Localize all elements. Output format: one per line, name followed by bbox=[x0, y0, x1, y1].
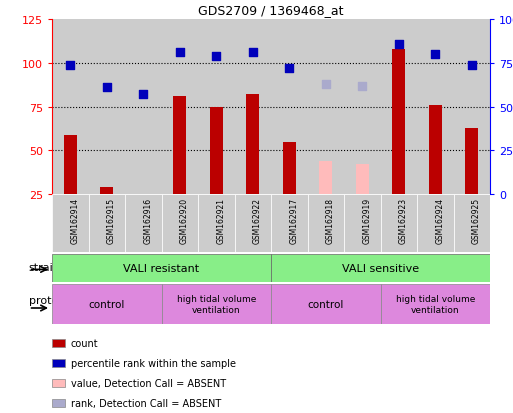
Bar bbox=[392, 50, 405, 195]
Bar bbox=[173, 97, 186, 195]
Bar bbox=[162, 284, 271, 324]
Bar bbox=[210, 107, 223, 195]
Bar bbox=[271, 195, 307, 252]
Point bbox=[103, 85, 111, 91]
Bar bbox=[307, 195, 344, 252]
Text: GSM162925: GSM162925 bbox=[472, 197, 481, 243]
Text: strain: strain bbox=[29, 262, 61, 272]
Bar bbox=[453, 195, 490, 252]
Bar bbox=[453, 20, 490, 195]
Bar bbox=[198, 20, 234, 195]
Bar bbox=[234, 195, 271, 252]
Text: VALI sensitive: VALI sensitive bbox=[342, 263, 419, 273]
Bar bbox=[234, 20, 271, 195]
Bar bbox=[344, 20, 381, 195]
Point bbox=[175, 50, 184, 57]
Text: GSM162924: GSM162924 bbox=[435, 197, 444, 243]
Bar bbox=[271, 254, 490, 282]
Bar bbox=[283, 142, 295, 195]
Bar bbox=[52, 399, 65, 407]
Text: high tidal volume
ventilation: high tidal volume ventilation bbox=[396, 294, 475, 314]
Bar bbox=[137, 195, 150, 198]
Bar bbox=[381, 284, 490, 324]
Text: GSM162922: GSM162922 bbox=[253, 197, 262, 243]
Bar bbox=[465, 128, 478, 195]
Bar bbox=[125, 195, 162, 252]
Bar bbox=[52, 284, 162, 324]
Bar bbox=[246, 95, 259, 195]
Title: GDS2709 / 1369468_at: GDS2709 / 1369468_at bbox=[198, 5, 344, 17]
Point bbox=[66, 62, 74, 69]
Text: control: control bbox=[89, 299, 125, 309]
Text: high tidal volume
ventilation: high tidal volume ventilation bbox=[176, 294, 256, 314]
Text: GSM162916: GSM162916 bbox=[143, 197, 152, 243]
Point bbox=[358, 83, 366, 90]
Text: GSM162923: GSM162923 bbox=[399, 197, 408, 243]
Text: control: control bbox=[308, 299, 344, 309]
Bar bbox=[52, 20, 89, 195]
Text: value, Detection Call = ABSENT: value, Detection Call = ABSENT bbox=[71, 378, 226, 388]
Point bbox=[431, 52, 439, 58]
Bar bbox=[52, 339, 65, 347]
Bar bbox=[89, 195, 125, 252]
Bar bbox=[381, 195, 417, 252]
Bar bbox=[271, 20, 307, 195]
Text: GSM162921: GSM162921 bbox=[216, 197, 225, 243]
Bar bbox=[356, 165, 369, 195]
Point bbox=[322, 81, 330, 88]
Text: count: count bbox=[71, 339, 98, 349]
Bar bbox=[52, 195, 89, 252]
Point bbox=[394, 41, 403, 47]
Point bbox=[468, 62, 476, 69]
Point bbox=[139, 92, 147, 98]
Text: protocol: protocol bbox=[29, 295, 74, 305]
Bar bbox=[381, 20, 417, 195]
Bar bbox=[344, 195, 381, 252]
Text: GSM162919: GSM162919 bbox=[362, 197, 371, 243]
Bar bbox=[429, 105, 442, 195]
Text: VALI resistant: VALI resistant bbox=[124, 263, 200, 273]
Text: rank, Detection Call = ABSENT: rank, Detection Call = ABSENT bbox=[71, 398, 221, 408]
Text: GSM162914: GSM162914 bbox=[70, 197, 79, 243]
Bar bbox=[52, 359, 65, 368]
Bar bbox=[52, 380, 65, 387]
Bar bbox=[198, 195, 234, 252]
Text: percentile rank within the sample: percentile rank within the sample bbox=[71, 358, 235, 368]
Bar bbox=[271, 284, 381, 324]
Text: GSM162915: GSM162915 bbox=[107, 197, 116, 243]
Point bbox=[285, 66, 293, 72]
Bar bbox=[101, 188, 113, 195]
Text: GSM162917: GSM162917 bbox=[289, 197, 298, 243]
Point bbox=[249, 50, 257, 57]
Point bbox=[212, 53, 221, 60]
Bar bbox=[125, 20, 162, 195]
Bar bbox=[64, 135, 76, 195]
Bar bbox=[320, 161, 332, 195]
Bar bbox=[307, 20, 344, 195]
Bar bbox=[162, 20, 198, 195]
Bar bbox=[417, 195, 453, 252]
Bar bbox=[52, 254, 271, 282]
Text: GSM162920: GSM162920 bbox=[180, 197, 189, 243]
Text: GSM162918: GSM162918 bbox=[326, 197, 335, 243]
Bar bbox=[162, 195, 198, 252]
Bar bbox=[417, 20, 453, 195]
Bar bbox=[89, 20, 125, 195]
